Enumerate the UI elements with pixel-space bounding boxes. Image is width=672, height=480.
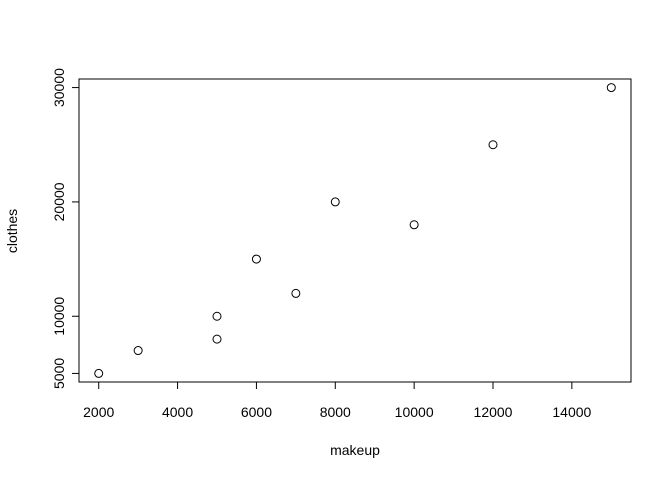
- data-point: [212, 311, 222, 321]
- plot-frame: [78, 78, 632, 383]
- x-tick-label: 2000: [83, 404, 114, 420]
- y-tick-label: 20000: [51, 182, 67, 221]
- y-tick-label: 5000: [51, 358, 67, 389]
- data-point: [330, 197, 340, 207]
- x-axis-label: makeup: [330, 442, 380, 458]
- x-tick-label: 12000: [474, 404, 513, 420]
- data-point: [251, 254, 261, 264]
- x-tick-label: 4000: [162, 404, 193, 420]
- y-axis: 5000 10000 20000 30000: [51, 68, 80, 389]
- y-tick-label: 30000: [51, 68, 67, 107]
- x-tick-label: 10000: [395, 404, 434, 420]
- x-tick-label: 14000: [552, 404, 591, 420]
- data-point: [94, 368, 104, 378]
- data-point: [212, 334, 222, 344]
- data-points: [94, 83, 616, 378]
- data-point: [133, 346, 143, 356]
- x-tick-label: 8000: [320, 404, 351, 420]
- y-tick-label: 10000: [51, 297, 67, 336]
- data-point: [606, 83, 616, 93]
- data-point: [409, 220, 419, 230]
- y-axis-label: clothes: [4, 209, 20, 253]
- x-tick-label: 6000: [241, 404, 272, 420]
- x-axis: 2000 4000 6000 8000 10000 12000 14000: [83, 381, 592, 420]
- data-point: [488, 140, 498, 150]
- data-point: [291, 288, 301, 298]
